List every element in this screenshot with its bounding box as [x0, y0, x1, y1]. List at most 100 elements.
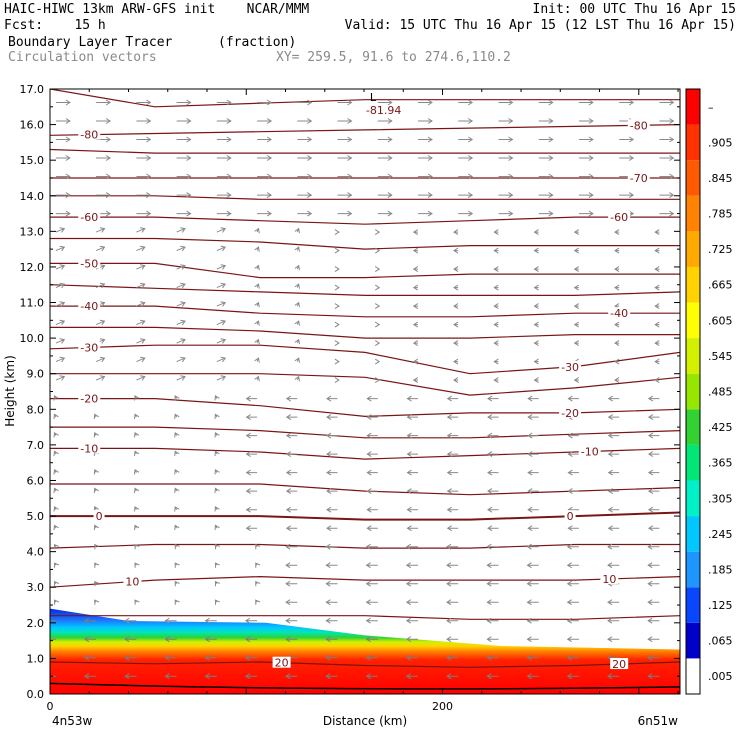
circulation-vector: [418, 99, 433, 106]
circulation-vector: [647, 525, 660, 532]
circulation-vector: [526, 599, 539, 606]
circulation-vector: [418, 192, 433, 199]
colorbar-label: .725: [708, 243, 733, 256]
y-axis-label: Height (km): [3, 355, 17, 426]
circulation-vector: [487, 506, 499, 513]
circulation-vector: [214, 431, 220, 438]
circulation-vector: [377, 210, 393, 217]
circulation-vector: [285, 636, 298, 643]
circulation-vector: [486, 599, 499, 606]
circulation-vector: [493, 229, 499, 236]
circulation-vector: [214, 394, 220, 401]
low-center-marker: L: [370, 91, 377, 104]
circulation-vector: [405, 636, 418, 643]
circulation-vector: [337, 173, 353, 180]
circulation-vector: [257, 136, 273, 143]
circulation-vector: [533, 247, 539, 254]
circulation-vector: [538, 155, 554, 161]
circulation-vector: [573, 247, 579, 254]
circulation-vector: [526, 543, 539, 550]
circulation-vector: [297, 99, 313, 106]
circulation-vector: [254, 320, 260, 326]
circulation-vector: [174, 506, 180, 512]
circulation-vector: [366, 506, 378, 513]
circulation-vector: [134, 562, 140, 568]
circulation-vector: [527, 469, 539, 476]
circulation-vector: [487, 525, 499, 532]
circulation-vector: [647, 506, 660, 513]
circulation-vector: [176, 210, 192, 217]
circulation-vector: [257, 173, 273, 180]
circulation-vector: [204, 636, 217, 643]
circulation-vector: [96, 155, 112, 161]
circulation-vector: [244, 673, 258, 680]
circulation-vector: [55, 136, 71, 143]
circulation-vector: [647, 414, 660, 421]
circulation-vector: [418, 118, 433, 124]
x-left-endpoint: 4n53w: [52, 714, 93, 728]
circulation-vector: [654, 358, 660, 365]
circulation-vector: [257, 99, 273, 106]
circulation-vector: [93, 524, 99, 531]
circulation-vector: [245, 525, 258, 532]
circulation-vector: [214, 413, 220, 420]
circulation-vector: [566, 617, 579, 624]
circulation-vector: [216, 338, 227, 344]
theta-contour-line: [50, 148, 680, 154]
temperature-contour-line: [50, 344, 680, 375]
circulation-vector: [174, 599, 180, 605]
circulation-vector: [214, 543, 220, 550]
circulation-vector: [458, 173, 474, 180]
circulation-vector: [55, 264, 66, 270]
circulation-vector: [533, 340, 539, 347]
circulation-vector: [567, 451, 579, 458]
circulation-vector: [136, 155, 152, 161]
circulation-vector: [573, 303, 579, 310]
contour-label-bg: [78, 257, 101, 269]
y-tick-label: 1.0: [27, 652, 45, 665]
circulation-vector: [216, 245, 227, 252]
circulation-vector: [134, 543, 140, 550]
circulation-vector: [55, 245, 66, 252]
circulation-vector: [533, 377, 539, 384]
circulation-vector: [245, 414, 258, 421]
field-name: Boundary Layer Tracer: [8, 35, 173, 50]
circulation-vector: [446, 673, 459, 680]
circulation-vector: [176, 338, 186, 344]
circulation-vector: [334, 340, 340, 347]
circulation-vector: [654, 266, 660, 273]
circulation-vector: [134, 413, 140, 420]
circulation-vector: [567, 488, 579, 495]
circulation-vector: [458, 210, 474, 217]
contour-label-bg: [78, 392, 101, 404]
contour-label: -40: [80, 300, 98, 313]
circulation-vector: [214, 580, 220, 587]
circulation-vector: [176, 245, 186, 252]
circulation-vector: [297, 155, 313, 161]
circulation-vector: [578, 173, 594, 180]
circulation-vector: [566, 654, 579, 661]
circulation-vector: [418, 155, 433, 161]
temperature-contour-line: [50, 447, 680, 460]
circulation-vector: [95, 375, 106, 381]
circulation-vector: [214, 468, 220, 475]
circulation-vector: [654, 321, 660, 328]
circulation-vector: [406, 414, 418, 421]
circulation-vector: [285, 432, 298, 439]
colorbar-label: .365: [708, 457, 733, 470]
circulation-vector: [297, 118, 313, 124]
circulation-vector: [254, 338, 260, 345]
circulation-vector: [55, 338, 66, 344]
circulation-vector: [614, 284, 620, 291]
circulation-vector: [55, 301, 66, 307]
circulation-vector: [486, 673, 499, 680]
theta-contour-line: [50, 426, 680, 439]
circulation-vector: [255, 562, 261, 568]
circulation-vector: [647, 432, 660, 439]
circulation-vector: [446, 580, 459, 587]
contour-label: -60: [610, 211, 628, 224]
circulation-vector: [607, 414, 620, 421]
colorbar-label: .665: [708, 279, 733, 292]
circulation-vector: [285, 562, 298, 569]
circulation-vector: [526, 673, 539, 680]
